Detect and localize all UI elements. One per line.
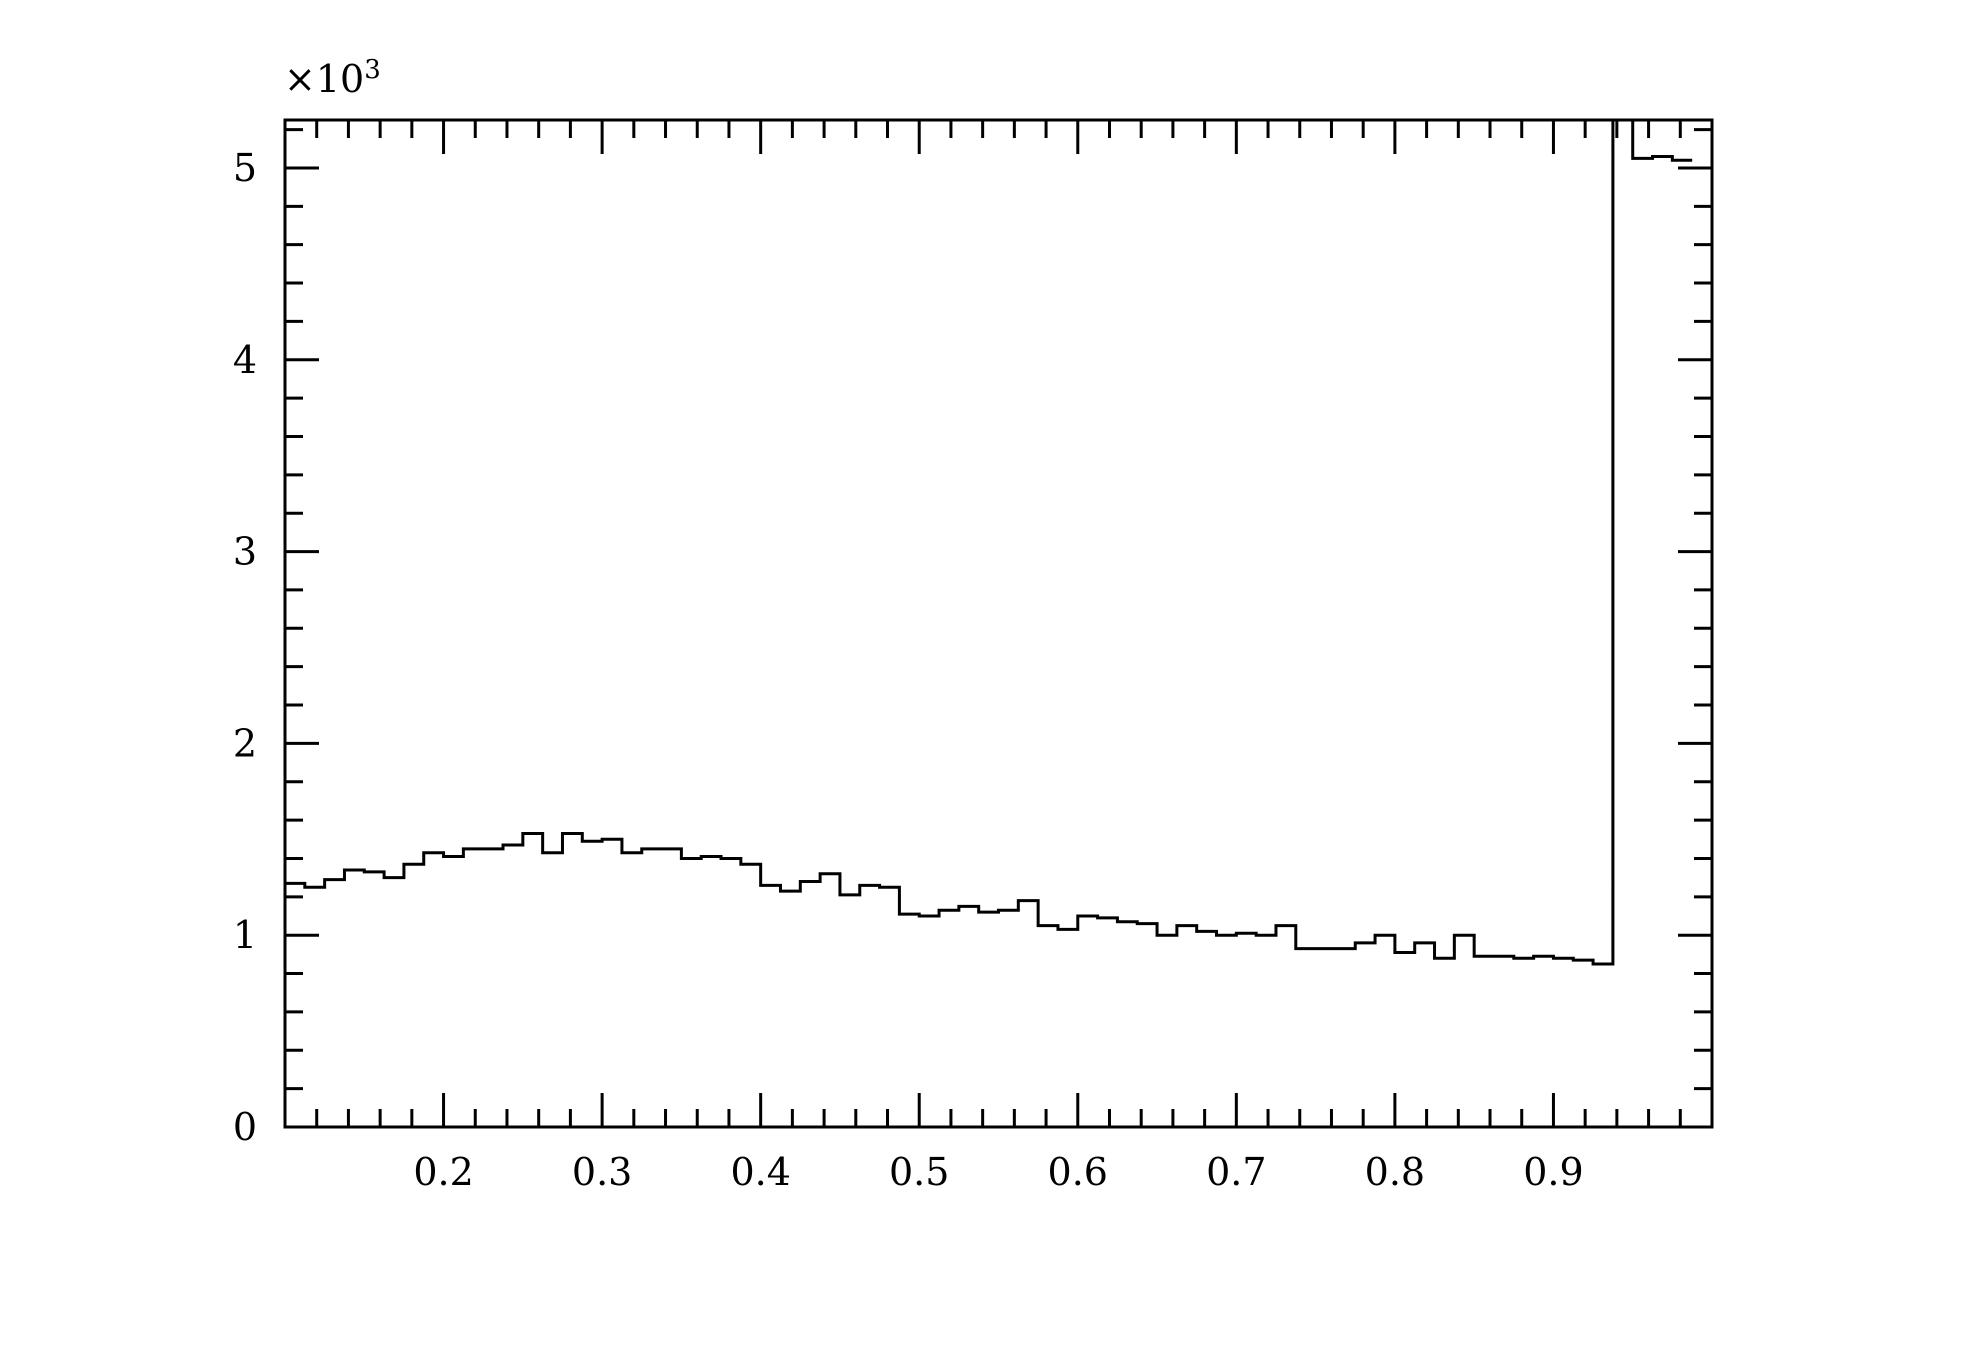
y-tick-label: 1 (233, 913, 257, 957)
histogram-bin (305, 887, 325, 1127)
histogram-bin (1177, 926, 1197, 1127)
histogram-outline (285, 118, 1693, 966)
x-tick-label: 0.4 (730, 1150, 790, 1194)
histogram-bin (562, 834, 582, 1127)
histogram-bin (1316, 949, 1336, 1127)
histogram-bin (523, 834, 543, 1127)
histogram-bin (959, 906, 979, 1127)
histogram-bin (701, 857, 721, 1127)
histogram-bin (1157, 935, 1177, 1127)
histogram-bin (1117, 922, 1137, 1127)
histogram-bin (1633, 158, 1653, 1127)
y-axis-multiplier: ×103 (284, 55, 381, 101)
histogram-bin (1494, 956, 1514, 1127)
histogram-bin (1098, 918, 1118, 1127)
histogram-bin (880, 887, 900, 1127)
x-tick-label: 0.8 (1365, 1150, 1425, 1194)
histogram-bin (1018, 901, 1038, 1127)
histogram-bin (384, 878, 404, 1127)
histogram-bin (1038, 926, 1058, 1127)
x-tick-label: 0.7 (1206, 1150, 1266, 1194)
histogram-bin (721, 858, 741, 1127)
histogram-bin (543, 853, 563, 1127)
histogram-bin (1217, 935, 1237, 1127)
histogram-bin (463, 849, 483, 1127)
histogram-bin (1573, 960, 1593, 1127)
y-axis-multiplier-base: ×10 (284, 57, 364, 101)
histogram-bin (642, 849, 662, 1127)
histogram-bin (424, 853, 444, 1127)
histogram-bin (662, 849, 682, 1127)
histogram-bin (820, 874, 840, 1127)
histogram-bin (1236, 933, 1256, 1127)
histogram-bins (285, 120, 1692, 1127)
y-tick-label: 5 (233, 146, 257, 190)
histogram-bin (1296, 949, 1316, 1127)
histogram-bin (404, 864, 424, 1127)
histogram-bin (800, 881, 820, 1127)
histogram-bin (1593, 964, 1613, 1127)
histogram-bin (1613, 120, 1633, 1127)
histogram-bin (1435, 958, 1455, 1127)
histogram-bin (1415, 943, 1435, 1127)
histogram-bin (622, 853, 642, 1127)
histogram-bin (1514, 958, 1534, 1127)
histogram-bin (780, 891, 800, 1127)
histogram-bin (1137, 924, 1157, 1127)
histogram-bin (860, 885, 880, 1127)
histogram-bin (325, 880, 345, 1127)
histogram-bin (602, 839, 622, 1127)
histogram-bin (1653, 156, 1673, 1127)
histogram-bin (1197, 931, 1217, 1127)
histogram-bin (483, 849, 503, 1127)
x-tick-label: 0.3 (572, 1150, 632, 1194)
x-tick-label: 0.9 (1523, 1150, 1583, 1194)
histogram-bin (1355, 943, 1375, 1127)
axis-ticks (283, 120, 1714, 1129)
histogram-bin (1534, 956, 1554, 1127)
histogram-bin (1672, 160, 1692, 1127)
histogram-bin (1474, 956, 1494, 1127)
histogram-bin (1058, 929, 1078, 1127)
plot-frame (283, 118, 1714, 1129)
y-axis-labels: 0 1 2 3 4 5 (233, 146, 257, 1149)
histogram-bin (1553, 958, 1573, 1127)
histogram-bin (999, 910, 1019, 1127)
y-tick-label: 4 (233, 338, 257, 382)
histogram-bin (1454, 935, 1474, 1127)
histogram-bin (1078, 916, 1098, 1127)
histogram-bin (444, 857, 464, 1127)
histogram-bin (503, 845, 523, 1127)
histogram-bin (840, 895, 860, 1127)
histogram-bin (1375, 935, 1395, 1127)
histogram-bin (1256, 935, 1276, 1127)
x-tick-label: 0.2 (413, 1150, 473, 1194)
x-axis-labels: 0.2 0.3 0.4 0.5 0.6 0.7 0.8 0.9 (413, 1150, 1583, 1194)
histogram-bin (1276, 926, 1296, 1127)
y-tick-label: 2 (233, 721, 257, 765)
histogram-bin (1335, 949, 1355, 1127)
histogram-bin (939, 910, 959, 1127)
histogram-bin (761, 885, 781, 1127)
histogram-bin (741, 864, 761, 1127)
histogram-bin (344, 870, 364, 1127)
histogram-bin (364, 872, 384, 1127)
histogram-bin (582, 841, 602, 1127)
histogram-bin (919, 916, 939, 1127)
histogram-bin (285, 883, 305, 1127)
histogram-bin (681, 858, 701, 1127)
histogram-bin (899, 914, 919, 1127)
y-tick-label: 0 (233, 1105, 257, 1149)
y-tick-label: 3 (233, 530, 257, 574)
y-axis-multiplier-exponent: 3 (364, 55, 381, 85)
x-tick-label: 0.6 (1048, 1150, 1108, 1194)
histogram-bin (979, 912, 999, 1127)
histogram-bin (1395, 952, 1415, 1127)
x-tick-label: 0.5 (889, 1150, 949, 1194)
